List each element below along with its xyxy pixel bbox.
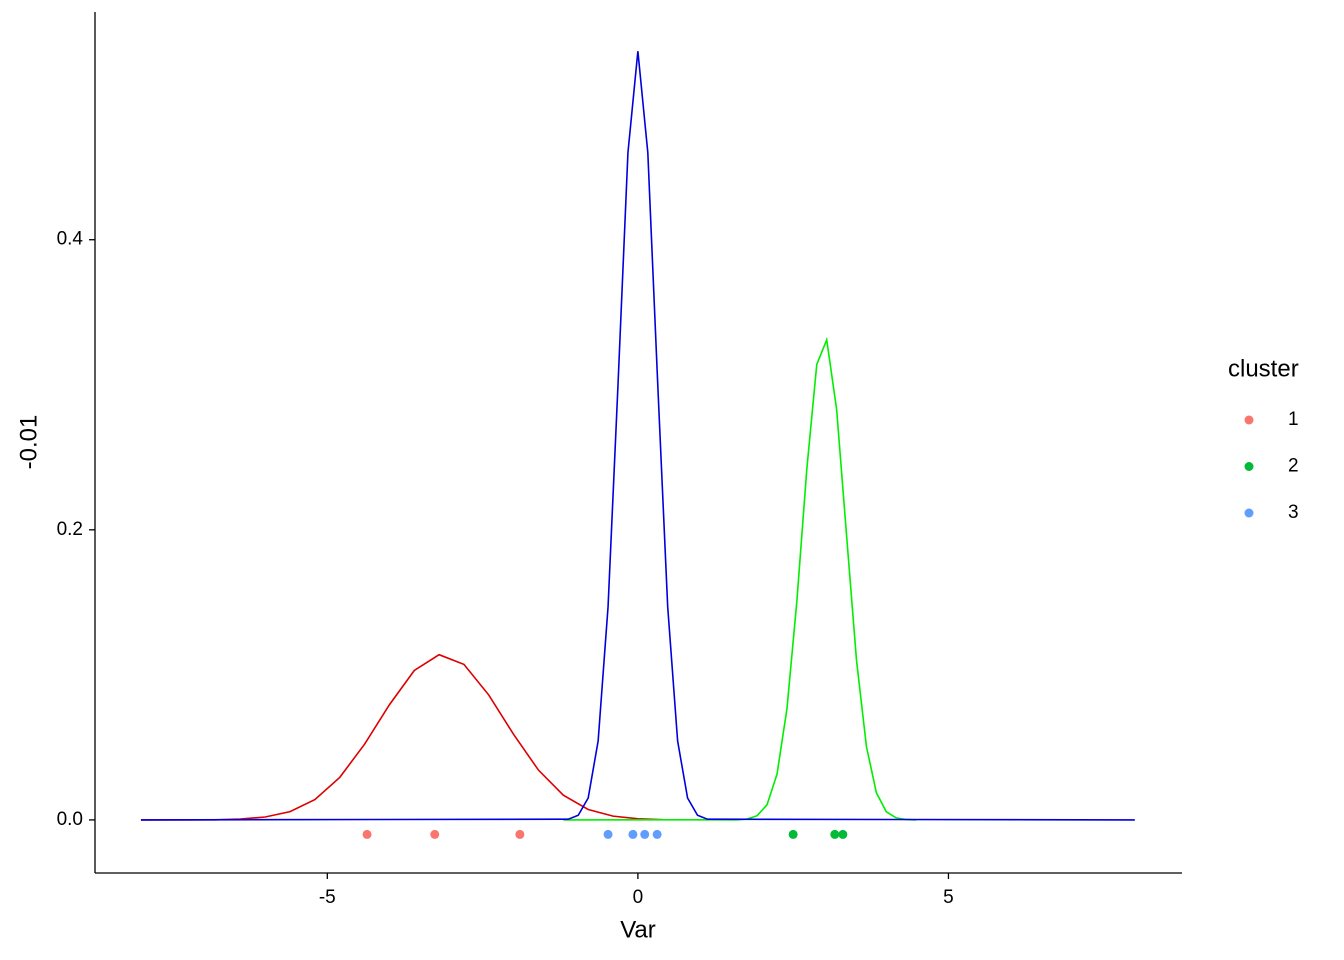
y-tick-label: 0.2 [57,519,83,540]
legend-title: cluster [1228,355,1299,382]
legend-label: 1 [1288,409,1299,430]
point [788,829,798,839]
point [362,829,372,839]
point [430,829,440,839]
legend-label: 2 [1288,456,1299,477]
point [515,829,525,839]
y-tick-label: 0.0 [57,809,83,830]
legend-key [1244,415,1254,425]
density-line [563,336,917,821]
x-tick-label: 0 [633,887,644,908]
density-line [140,51,1135,821]
point [603,829,613,839]
x-axis-title: Var [620,916,656,943]
legend-label: 3 [1288,502,1299,523]
y-tick-label: 0.4 [57,229,84,250]
point [652,829,662,839]
legend-key [1244,462,1254,471]
x-tick-label: 5 [943,887,954,908]
point [628,829,638,839]
y-axis-title: -0.01 [15,415,42,470]
point [838,829,848,839]
density-line [140,653,663,821]
point [640,829,650,839]
x-tick-label: -5 [319,887,336,908]
point [830,829,840,839]
legend-key [1244,508,1254,518]
